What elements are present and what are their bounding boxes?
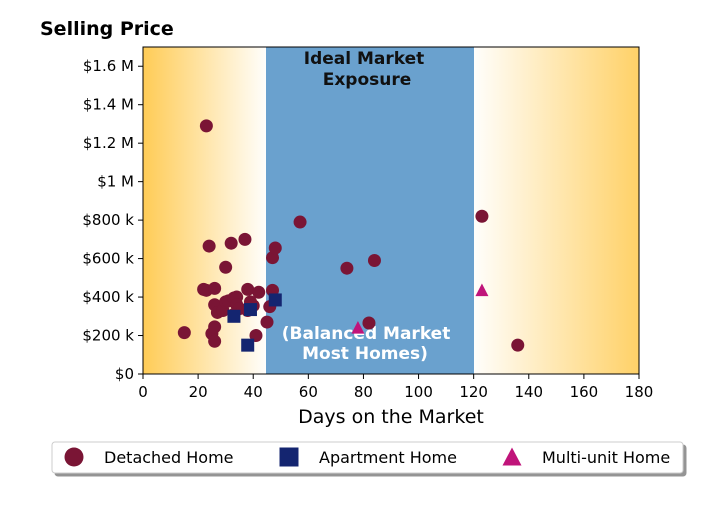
legend-label-apartment-home: Apartment Home bbox=[319, 448, 457, 467]
apartment-home-point bbox=[243, 303, 257, 317]
y-tick-label: $0 bbox=[115, 365, 134, 383]
detached-home-point bbox=[241, 282, 255, 296]
chart-title: Selling Price bbox=[40, 18, 174, 40]
y-tick-label: $600 k bbox=[82, 250, 134, 268]
detached-home-point bbox=[293, 215, 307, 229]
detached-home-point bbox=[208, 281, 222, 295]
right-gradient-zone bbox=[474, 47, 639, 374]
y-tick-label: $200 k bbox=[82, 327, 134, 345]
x-tick-label: 140 bbox=[514, 383, 543, 401]
detached-home-point bbox=[177, 326, 191, 340]
band-top-label: Ideal Market Exposure bbox=[304, 49, 430, 90]
legend-entry-multi-unit-home: Multi-unit Home bbox=[502, 447, 670, 467]
detached-home-point bbox=[238, 232, 252, 246]
detached-home-point bbox=[208, 334, 222, 348]
y-tick-label: $800 k bbox=[82, 211, 134, 229]
band-bottom-label-line-2: Most Homes) bbox=[302, 344, 428, 364]
detached-home-point bbox=[268, 241, 282, 255]
x-tick-label: 60 bbox=[299, 383, 318, 401]
multi-unit-home-point bbox=[475, 283, 489, 297]
x-tick-label: 20 bbox=[189, 383, 208, 401]
legend-label-multi-unit-home: Multi-unit Home bbox=[542, 448, 670, 467]
legend-box bbox=[51, 441, 684, 474]
legend-marker-detached-home bbox=[64, 447, 84, 467]
multi-unit-home-point bbox=[351, 320, 365, 334]
legend: Detached Home Apartment Home Multi-unit Ho… bbox=[51, 441, 684, 474]
detached-home-point bbox=[362, 316, 376, 330]
detached-home-point bbox=[511, 338, 525, 352]
detached-home-point bbox=[199, 119, 213, 133]
band-bottom-label: (Balanced Market Most Homes) bbox=[282, 324, 457, 364]
apartment-home-point bbox=[241, 338, 255, 352]
detached-home-point bbox=[367, 254, 381, 268]
x-axis-label: Days on the Market bbox=[298, 406, 484, 428]
plot-frame bbox=[142, 46, 640, 375]
y-axis: $0 $200 k $400 k $600 k $800 k $1 M $1.2 M $1.4… bbox=[82, 57, 143, 383]
apartment-home-point bbox=[268, 293, 282, 307]
band-top-label-line-1: Ideal Market bbox=[304, 49, 425, 69]
band-bottom-label-line-1: (Balanced Market bbox=[282, 324, 451, 344]
detached-home-point bbox=[224, 236, 238, 250]
apartment-home-point bbox=[227, 309, 241, 323]
legend-marker-multi-unit-home bbox=[502, 447, 522, 466]
legend-marker-apartment-home bbox=[279, 447, 299, 467]
band-top-label-line-2: Exposure bbox=[323, 70, 412, 90]
x-tick-label: 160 bbox=[570, 383, 599, 401]
detached-home-point bbox=[340, 261, 354, 275]
detached-home-point bbox=[260, 315, 274, 329]
detached-home-point bbox=[475, 209, 489, 223]
band-labels: Ideal Market Exposure (Balanced Market M… bbox=[282, 49, 457, 364]
x-tick-label: 80 bbox=[354, 383, 373, 401]
legend-label-detached-home: Detached Home bbox=[104, 448, 234, 467]
y-tick-label: $1 M bbox=[97, 173, 134, 191]
detached-home-point bbox=[252, 285, 266, 299]
y-tick-label: $400 k bbox=[82, 288, 134, 306]
x-tick-label: 120 bbox=[459, 383, 488, 401]
y-tick-label: $1.4 M bbox=[83, 96, 134, 114]
legend-entry-detached-home: Detached Home bbox=[64, 447, 234, 467]
y-tick-label: $1.2 M bbox=[83, 134, 134, 152]
detached-home-point bbox=[208, 320, 222, 334]
left-gradient-zone bbox=[143, 47, 266, 374]
legend-items: Detached Home Apartment Home Multi-unit Ho… bbox=[64, 447, 670, 467]
y-tick-label: $1.6 M bbox=[83, 57, 134, 75]
data-markers bbox=[177, 119, 525, 352]
x-tick-label: 100 bbox=[404, 383, 433, 401]
plot-background bbox=[143, 47, 639, 374]
detached-home-point bbox=[202, 239, 216, 253]
x-axis: 0 20 40 60 80 100 120 140 160 180 bbox=[138, 374, 653, 401]
detached-home-point bbox=[219, 260, 233, 274]
legend-entry-apartment-home: Apartment Home bbox=[279, 447, 457, 467]
x-tick-label: 0 bbox=[138, 383, 148, 401]
x-tick-label: 40 bbox=[244, 383, 263, 401]
x-tick-label: 180 bbox=[625, 383, 654, 401]
